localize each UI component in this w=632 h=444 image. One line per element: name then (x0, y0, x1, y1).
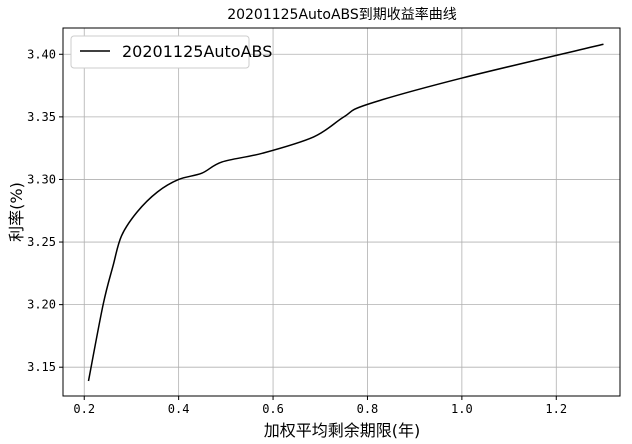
plot-frame (62, 27, 621, 397)
y-tick-label: 3.40 (27, 47, 56, 61)
y-axis-label: 利率(%) (7, 182, 26, 242)
chart-title: 20201125AutoABS到期收益率曲线 (227, 6, 457, 23)
x-tick-label: 1.0 (451, 402, 473, 416)
legend-label: 20201125AutoABS (122, 42, 272, 61)
x-tick-label: 0.6 (262, 402, 284, 416)
y-tick-label: 3.15 (27, 360, 56, 374)
x-axis-label: 加权平均剩余期限(年) (264, 421, 421, 440)
x-tick-label: 1.2 (545, 402, 567, 416)
x-tick-label: 0.8 (357, 402, 379, 416)
series-line (87, 43, 604, 382)
y-tick-label: 3.30 (27, 172, 56, 186)
legend: 20201125AutoABS (70, 35, 272, 69)
x-tick-label: 0.4 (168, 402, 190, 416)
y-tick-label: 3.35 (27, 110, 56, 124)
x-tick-label: 0.2 (73, 402, 95, 416)
y-tick-label: 3.20 (27, 298, 56, 312)
y-tick-label: 3.25 (27, 235, 56, 249)
